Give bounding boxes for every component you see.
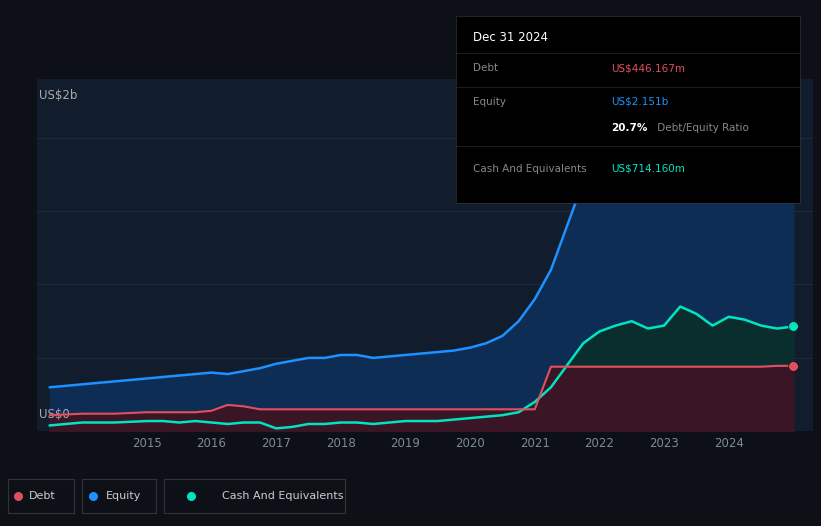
Point — [787, 361, 800, 370]
Point — [87, 491, 100, 500]
Point — [787, 322, 800, 331]
Text: US$2b: US$2b — [39, 89, 78, 103]
Text: Debt: Debt — [473, 63, 498, 73]
Text: US$446.167m: US$446.167m — [611, 63, 685, 73]
Text: Cash And Equivalents: Cash And Equivalents — [222, 491, 343, 501]
Text: Dec 31 2024: Dec 31 2024 — [473, 31, 548, 44]
Text: Equity: Equity — [106, 491, 141, 501]
Text: US$714.160m: US$714.160m — [611, 164, 685, 174]
Point — [11, 491, 25, 500]
Point — [787, 112, 800, 120]
Text: US$2.151b: US$2.151b — [611, 97, 668, 107]
Text: Equity: Equity — [473, 97, 506, 107]
Text: US$0: US$0 — [39, 408, 70, 421]
Point — [185, 491, 198, 500]
Text: Debt: Debt — [30, 491, 56, 501]
Text: Debt/Equity Ratio: Debt/Equity Ratio — [654, 123, 749, 133]
Text: Cash And Equivalents: Cash And Equivalents — [473, 164, 586, 174]
Text: 20.7%: 20.7% — [611, 123, 647, 133]
